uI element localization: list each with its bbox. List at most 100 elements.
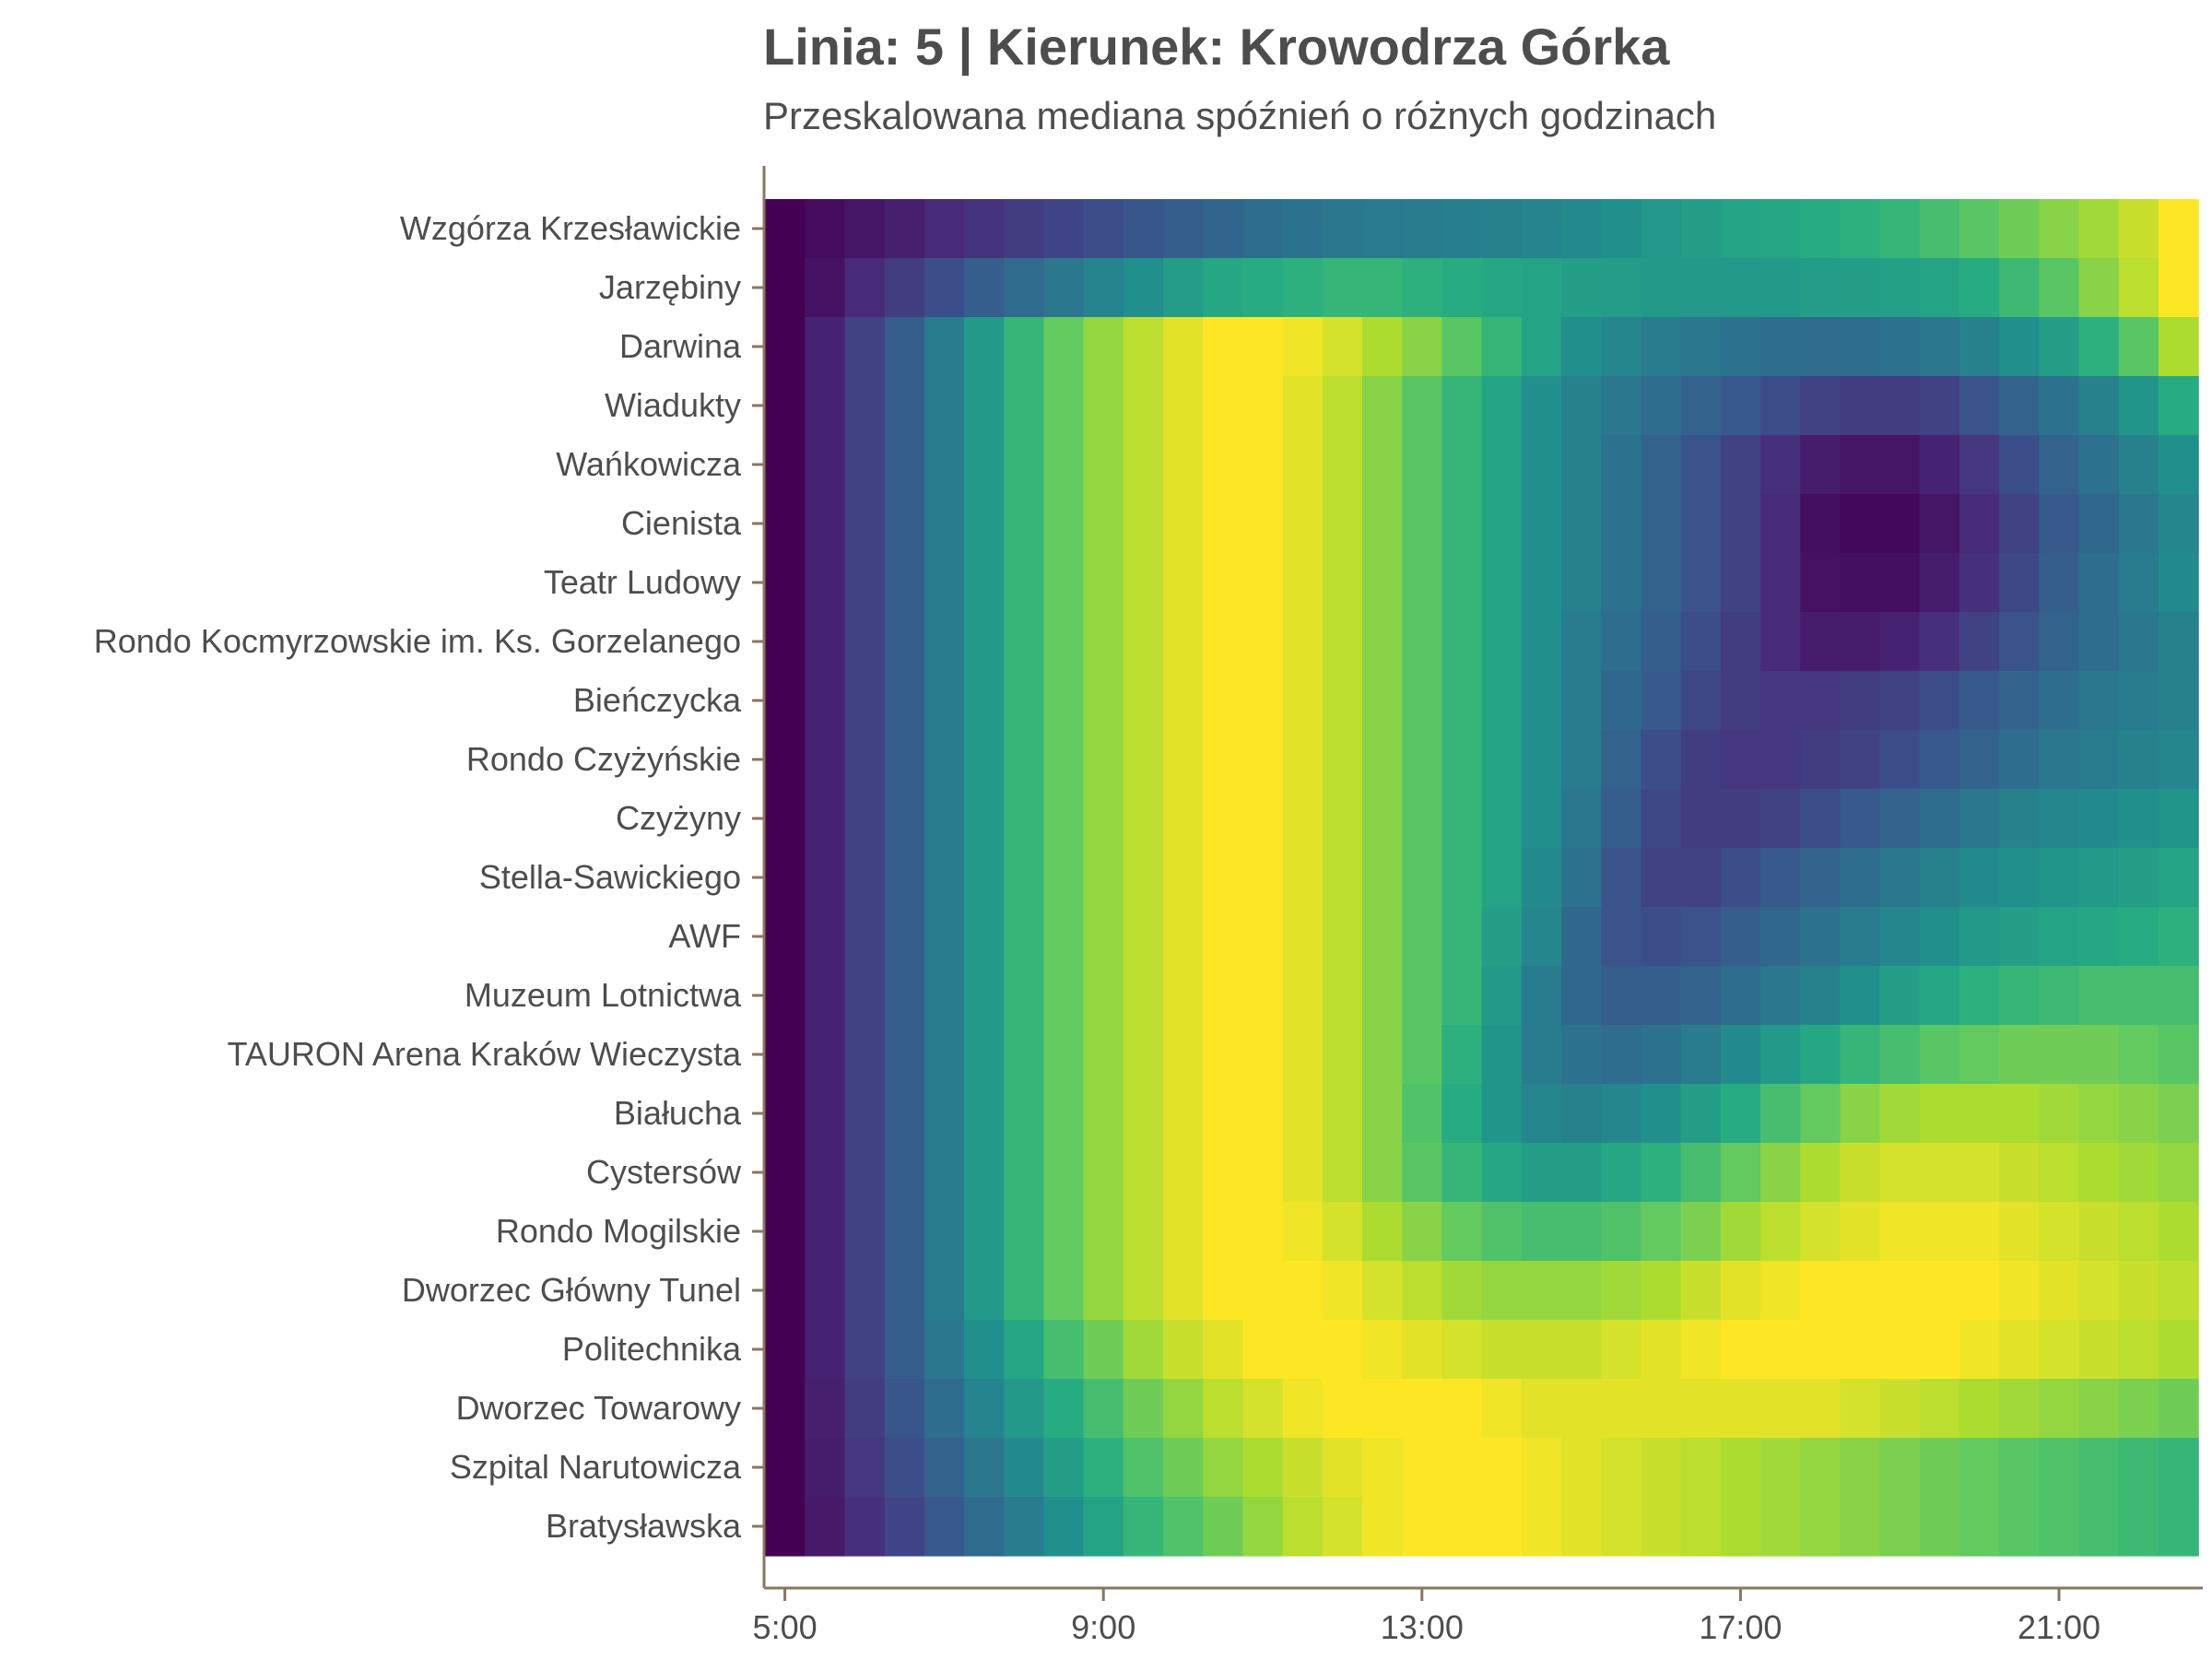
heatmap-cell — [1760, 789, 1801, 849]
heatmap-cell — [1004, 1025, 1044, 1085]
heatmap-cell — [1919, 317, 1960, 377]
heatmap-cell — [1203, 1143, 1243, 1203]
heatmap-cell — [1601, 1202, 1641, 1262]
heatmap-cell — [2159, 1084, 2199, 1144]
heatmap-cell — [1083, 789, 1124, 849]
heatmap-cell — [844, 553, 886, 613]
heatmap-cell — [1402, 376, 1442, 436]
heatmap-cell — [805, 671, 845, 731]
heatmap-cell — [924, 789, 965, 849]
heatmap-cell — [844, 730, 886, 790]
heatmap-cell — [1680, 1202, 1722, 1262]
heatmap-cell — [1203, 494, 1243, 554]
heatmap-cell — [1083, 1438, 1124, 1498]
heatmap-cell — [1760, 907, 1801, 967]
heatmap-cell — [1242, 1320, 1284, 1380]
heatmap-cell — [1481, 966, 1523, 1026]
heatmap-cell — [1641, 789, 1682, 849]
heatmap-cell — [1840, 1379, 1881, 1439]
heatmap-cell — [1402, 1320, 1442, 1380]
heatmap-cell — [1481, 494, 1523, 554]
heatmap-cell — [1282, 612, 1324, 672]
heatmap-cell — [2159, 1025, 2199, 1085]
heatmap-cell — [1481, 258, 1523, 318]
heatmap-cell — [1919, 612, 1960, 672]
heatmap-cell — [1163, 376, 1204, 436]
heatmap-cell — [1242, 730, 1284, 790]
heatmap-cell — [884, 671, 925, 731]
chart-subtitle: Przeskalowana mediana spóźnień o różnych… — [763, 94, 1717, 137]
heatmap-cell — [2039, 1379, 2080, 1439]
heatmap-cell — [765, 1497, 806, 1557]
heatmap-cell — [765, 730, 806, 790]
heatmap-cell — [1163, 494, 1204, 554]
heatmap-cell — [1680, 966, 1722, 1026]
heatmap-cell — [1879, 671, 1921, 731]
heatmap-cell — [924, 612, 965, 672]
heatmap-cell — [1601, 1379, 1641, 1439]
heatmap-cell — [1481, 1438, 1523, 1498]
heatmap-cell — [2039, 1202, 2080, 1262]
heatmap-cell — [765, 1143, 806, 1203]
heatmap-cell — [1641, 258, 1682, 318]
heatmap-cell — [1242, 789, 1284, 849]
heatmap-cell — [1242, 1025, 1284, 1085]
heatmap-cell — [1959, 317, 2000, 377]
heatmap-cell — [1163, 966, 1204, 1026]
heatmap-cell — [1322, 730, 1363, 790]
heatmap-cell — [2118, 848, 2159, 908]
heatmap-cell — [1641, 553, 1682, 613]
heatmap-cell — [1999, 848, 2040, 908]
heatmap-cell — [1083, 199, 1124, 259]
heatmap-cell — [2039, 1025, 2080, 1085]
heatmap-cell — [1123, 494, 1164, 554]
heatmap-cell — [1004, 1202, 1044, 1262]
heatmap-cell — [2039, 553, 2080, 613]
y-tick-label: Jarzębiny — [599, 268, 741, 306]
heatmap-cell — [1561, 789, 1602, 849]
heatmap-cell — [1362, 317, 1403, 377]
heatmap-cell — [844, 1497, 886, 1557]
heatmap-cell — [964, 258, 1005, 318]
heatmap-cell — [1083, 612, 1124, 672]
heatmap-cell — [1959, 1379, 2000, 1439]
heatmap-cell — [1840, 494, 1881, 554]
heatmap-cell — [1322, 1261, 1363, 1321]
heatmap-cell — [2078, 317, 2120, 377]
heatmap-cell — [1123, 1025, 1164, 1085]
heatmap-cell — [924, 907, 965, 967]
heatmap-cell — [1760, 1261, 1801, 1321]
heatmap-cell — [1123, 612, 1164, 672]
heatmap-cell — [1800, 907, 1841, 967]
heatmap-cell — [1720, 553, 1761, 613]
heatmap-cell — [964, 612, 1005, 672]
heatmap-cell — [1203, 553, 1243, 613]
heatmap-cell — [1123, 907, 1164, 967]
heatmap-cell — [1760, 848, 1801, 908]
heatmap-cell — [1601, 435, 1641, 495]
heatmap-cell — [1959, 730, 2000, 790]
heatmap-cell — [1441, 317, 1483, 377]
heatmap-cell — [1203, 907, 1243, 967]
heatmap-cell — [2078, 612, 2120, 672]
heatmap-cell — [1641, 1261, 1682, 1321]
heatmap-cell — [2039, 494, 2080, 554]
heatmap-cell — [2118, 671, 2159, 731]
heatmap-cell — [1521, 1202, 1562, 1262]
heatmap-cell — [964, 435, 1005, 495]
heatmap-cell — [964, 494, 1005, 554]
heatmap-cell — [844, 376, 886, 436]
heatmap-cell — [2039, 612, 2080, 672]
heatmap-cell — [1760, 494, 1801, 554]
heatmap-cell — [1959, 671, 2000, 731]
heatmap-cell — [805, 966, 845, 1026]
heatmap-cell — [1840, 258, 1881, 318]
heatmap-cell — [1083, 1143, 1124, 1203]
heatmap-cell — [1680, 612, 1722, 672]
heatmap-cell — [1919, 1143, 1960, 1203]
heatmap-cell — [1561, 1497, 1602, 1557]
heatmap-cell — [2159, 1320, 2199, 1380]
heatmap-cell — [2039, 671, 2080, 731]
heatmap-cell — [1521, 671, 1562, 731]
heatmap-cell — [1242, 966, 1284, 1026]
